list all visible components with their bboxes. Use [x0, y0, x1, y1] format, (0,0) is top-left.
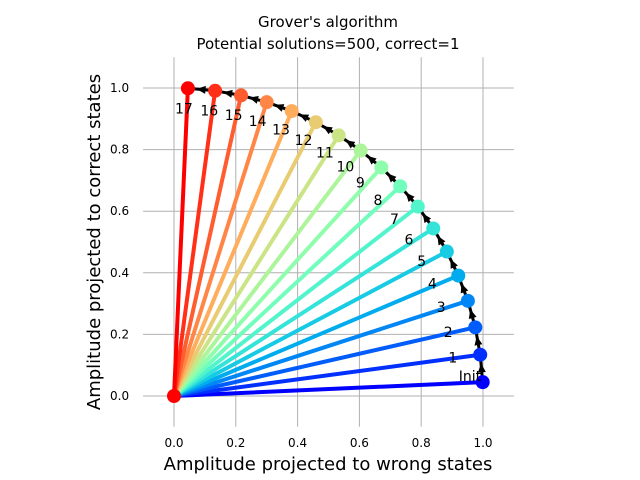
state-vector	[172, 325, 478, 398]
point-label: 16	[200, 104, 218, 120]
state-vector	[172, 148, 363, 398]
state-vector	[172, 352, 483, 398]
direction-arrow	[468, 309, 477, 320]
point-label: 9	[356, 175, 365, 191]
direction-arrow	[249, 95, 259, 104]
y-axis-label: Amplitude projected to correct states	[84, 74, 105, 410]
state-point	[393, 179, 408, 194]
point-label: 6	[405, 232, 414, 248]
point-label: 2	[444, 325, 453, 341]
state-points	[167, 81, 490, 403]
state-point	[451, 268, 466, 283]
point-label: 11	[316, 145, 334, 161]
state-point	[426, 221, 441, 236]
state-point	[473, 347, 488, 362]
point-label: 17	[175, 101, 193, 117]
point-label: 5	[417, 254, 426, 270]
point-label: Init	[459, 369, 482, 385]
x-tick-label: 0.0	[164, 436, 183, 450]
direction-arrow	[460, 283, 469, 294]
y-tick-label: 0.0	[110, 389, 129, 403]
y-tick-label: 0.2	[110, 327, 129, 341]
y-tick-label: 0.6	[110, 204, 129, 218]
state-vector	[172, 204, 420, 398]
state-point	[180, 81, 195, 96]
tick-labels: 0.0 0.2 0.4 0.6 0.8 1.0 0.0 0.2 0.4 0.6 0.8 1.0	[110, 81, 493, 450]
state-point	[475, 375, 490, 390]
y-tick-label: 0.8	[110, 143, 129, 157]
point-label: 12	[295, 133, 313, 149]
state-vector	[172, 86, 190, 398]
direction-arrow	[322, 126, 333, 135]
state-vector	[172, 165, 384, 398]
point-label: 10	[337, 159, 355, 175]
direction-arrow	[387, 173, 397, 183]
state-point	[284, 104, 299, 119]
point-label: 14	[249, 114, 267, 130]
state-point	[353, 143, 368, 158]
direction-arrow	[274, 104, 285, 112]
direction-arrow	[405, 192, 415, 203]
y-tick-label: 0.4	[110, 266, 129, 280]
x-tick-label: 0.8	[412, 436, 431, 450]
state-vector	[172, 133, 341, 398]
state-vector	[172, 88, 218, 398]
point-label: 4	[428, 276, 437, 292]
direction-arrow	[474, 336, 483, 346]
state-vector	[172, 120, 318, 398]
state-vector	[172, 226, 436, 398]
y-tick-label: 1.0	[110, 81, 129, 95]
direction-arrow	[223, 89, 233, 98]
x-axis-label: Amplitude projected to wrong states	[164, 454, 493, 475]
direction-arrow	[450, 259, 458, 269]
point-label: 15	[225, 108, 243, 124]
direction-arrow	[437, 235, 446, 246]
state-vector	[172, 273, 461, 398]
state-point	[439, 244, 454, 259]
state-point	[234, 88, 249, 103]
point-label: 13	[272, 123, 290, 139]
point-label: 3	[437, 300, 446, 316]
origin-point	[167, 389, 181, 403]
x-tick-label: 1.0	[473, 436, 492, 450]
state-point	[410, 199, 425, 214]
state-point	[259, 95, 274, 110]
state-point	[308, 115, 323, 130]
state-point	[468, 320, 483, 335]
state-point	[460, 293, 475, 308]
state-vectors	[172, 86, 485, 398]
direction-arrow	[367, 155, 377, 165]
x-tick-label: 0.4	[288, 436, 307, 450]
direction-arrow	[477, 363, 486, 373]
x-tick-label: 0.6	[350, 436, 369, 450]
chart-subtitle: Potential solutions=500, correct=1	[196, 35, 459, 53]
state-point	[208, 83, 223, 98]
state-vector	[172, 93, 244, 398]
direction-arrow	[345, 140, 356, 149]
direction-arrow	[196, 85, 206, 94]
state-vector	[172, 380, 485, 398]
chart-title: Grover's algorithm	[258, 13, 398, 31]
point-label: 1	[448, 350, 457, 366]
point-label: 8	[374, 193, 383, 209]
state-vector	[172, 298, 470, 398]
direction-arrow	[422, 213, 432, 224]
x-tick-label: 0.2	[226, 436, 245, 450]
state-point	[374, 160, 389, 175]
state-vector	[172, 184, 403, 398]
state-vector	[172, 100, 269, 398]
state-point	[331, 128, 346, 143]
point-label: 7	[390, 212, 399, 228]
state-vector	[172, 109, 294, 398]
state-vector	[172, 249, 449, 398]
direction-arrow	[299, 114, 310, 122]
